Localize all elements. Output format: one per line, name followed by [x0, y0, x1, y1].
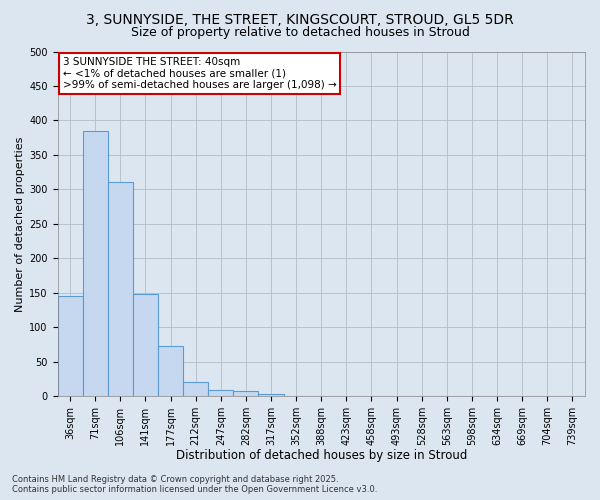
Y-axis label: Number of detached properties: Number of detached properties [15, 136, 25, 312]
Text: Contains HM Land Registry data © Crown copyright and database right 2025.
Contai: Contains HM Land Registry data © Crown c… [12, 474, 377, 494]
Text: 3, SUNNYSIDE, THE STREET, KINGSCOURT, STROUD, GL5 5DR: 3, SUNNYSIDE, THE STREET, KINGSCOURT, ST… [86, 12, 514, 26]
Bar [133, 294, 158, 396]
Text: Size of property relative to detached houses in Stroud: Size of property relative to detached ho… [131, 26, 469, 39]
Bar [208, 390, 233, 396]
X-axis label: Distribution of detached houses by size in Stroud: Distribution of detached houses by size … [176, 450, 467, 462]
Bar [58, 296, 83, 396]
Bar [259, 394, 284, 396]
Bar [183, 382, 208, 396]
Bar [83, 131, 108, 396]
Bar [233, 392, 259, 396]
Bar [108, 182, 133, 396]
Text: 3 SUNNYSIDE THE STREET: 40sqm
← <1% of detached houses are smaller (1)
>99% of s: 3 SUNNYSIDE THE STREET: 40sqm ← <1% of d… [63, 56, 337, 90]
Bar [158, 346, 183, 396]
